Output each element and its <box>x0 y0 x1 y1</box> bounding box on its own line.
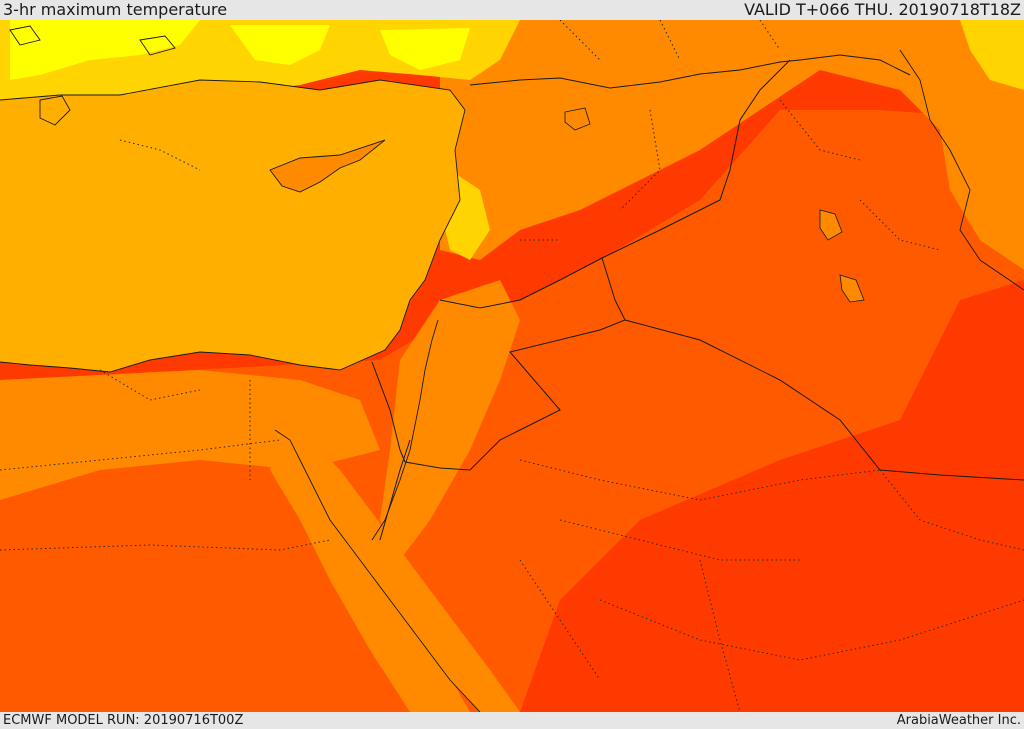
field-cool-patch-2 <box>230 25 330 65</box>
coastline-redsea-west <box>274 429 481 712</box>
border-syria-iraq <box>601 59 791 259</box>
field-warm-egypt <box>0 370 380 500</box>
coastline-mediterranean <box>0 79 466 373</box>
mediterranean-sea <box>0 80 465 372</box>
coastline-turkey-islands <box>9 25 176 126</box>
temperature-map <box>0 20 1024 712</box>
valid-time: VALID T+066 THU. 20190718T18Z <box>744 0 1021 19</box>
field-cool-patch-3 <box>380 28 470 70</box>
lake-2 <box>839 274 865 303</box>
border-sinai-line <box>379 439 411 541</box>
model-run: ECMWF MODEL RUN: 20190716T00Z <box>3 713 244 728</box>
cyprus-island <box>269 139 386 193</box>
border-egypt-israel <box>371 361 406 463</box>
lake-1 <box>819 209 843 241</box>
border-jordan <box>404 257 626 471</box>
field-cool-patch-1 <box>10 20 200 80</box>
lake-3 <box>564 107 591 131</box>
field-warm-north <box>440 20 1024 260</box>
field-cool-iran <box>960 20 1024 90</box>
field-warm-levant <box>380 280 520 560</box>
field-warm-redsea <box>270 440 470 712</box>
border-iraq-saudi <box>624 319 1024 481</box>
credit: ArabiaWeather Inc. <box>896 713 1021 728</box>
field-warm-east <box>900 30 1024 270</box>
red-sea <box>275 430 520 712</box>
border-syria-turkey <box>469 54 911 89</box>
map-header: 3-hr maximum temperature VALID T+066 THU… <box>0 0 1024 20</box>
admin-boundary <box>0 20 1024 712</box>
map-footer: ECMWF MODEL RUN: 20190716T00Z ArabiaWeat… <box>0 712 1024 729</box>
field-hot-region <box>0 110 1024 712</box>
map-title: 3-hr maximum temperature <box>3 0 228 19</box>
coastline-east <box>899 49 1024 291</box>
map-canvas <box>0 20 1024 712</box>
